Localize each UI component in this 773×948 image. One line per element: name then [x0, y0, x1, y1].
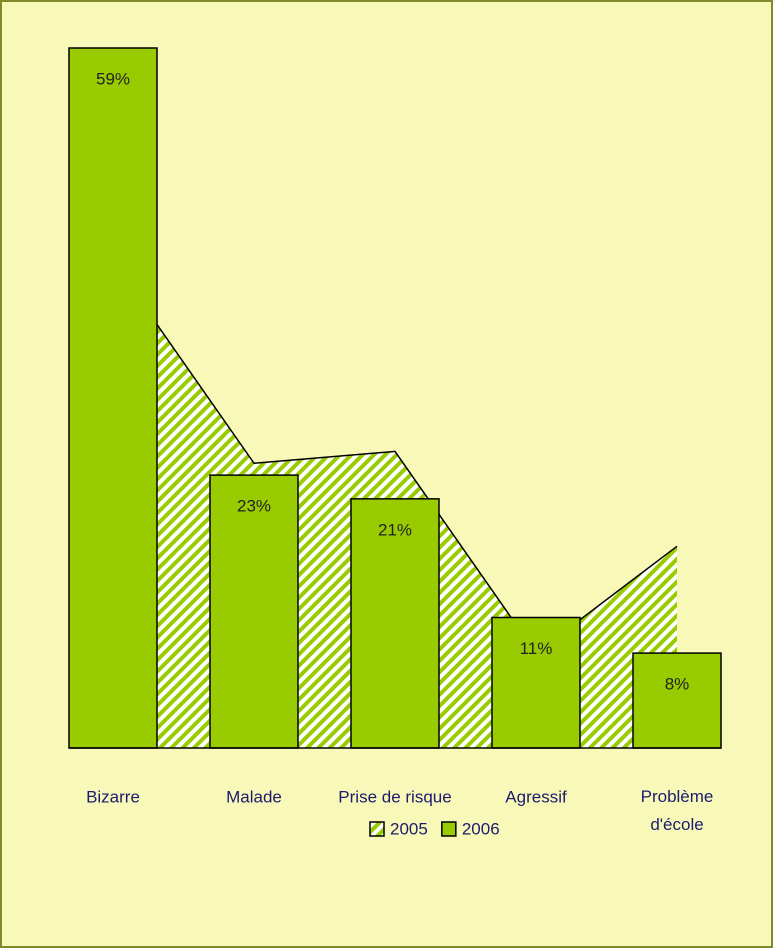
legend-label: 2006: [462, 819, 500, 838]
legend-item: 2005: [369, 819, 428, 838]
value-label: 11%: [520, 639, 553, 658]
x-tick-label: Agressif: [505, 787, 567, 806]
x-tick-label: Problème d'école: [641, 787, 714, 834]
bar: [209, 474, 299, 749]
x-tick-label: Malade: [226, 787, 282, 806]
bar: [632, 652, 722, 749]
area-line: [112, 261, 678, 655]
x-tick-label: Bizarre: [86, 787, 140, 806]
legend-swatch: [441, 821, 457, 837]
value-label: 21%: [378, 520, 412, 539]
legend-item: 2006: [441, 819, 500, 838]
value-label: 23%: [237, 497, 271, 516]
value-label: 8%: [665, 675, 690, 694]
legend-swatch: [369, 821, 385, 837]
legend-label: 2005: [390, 819, 428, 838]
bar: [68, 47, 158, 749]
value-label: 59%: [96, 69, 130, 88]
bar: [491, 616, 581, 749]
x-tick-label: Prise de risque: [338, 787, 451, 806]
